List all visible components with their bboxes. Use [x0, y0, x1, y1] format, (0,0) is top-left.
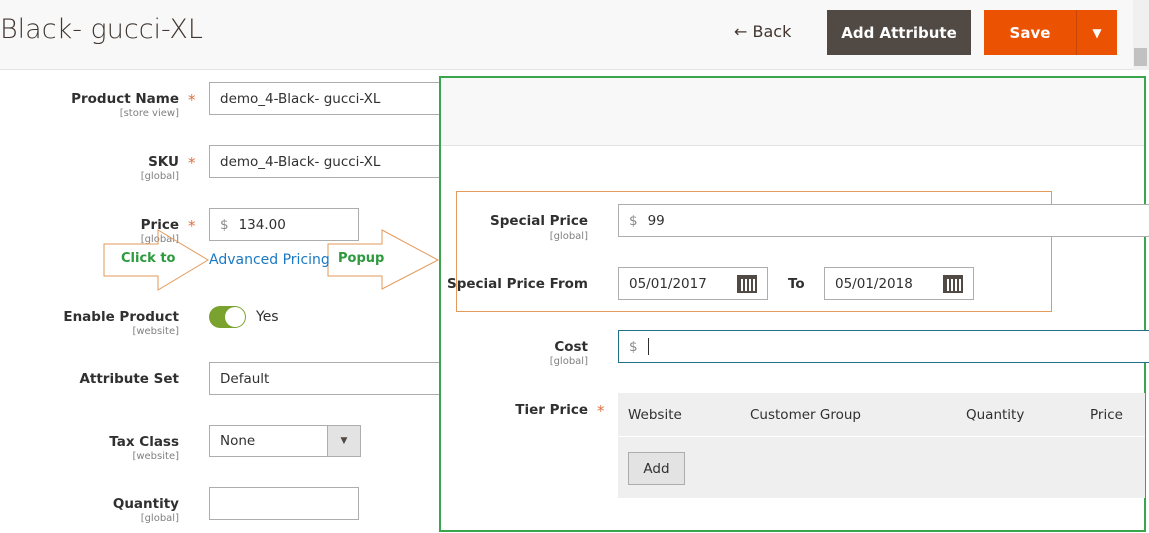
- text-cursor: [647, 338, 649, 355]
- product-name-label: Product Name: [71, 91, 179, 107]
- enable-product-label: Enable Product: [63, 309, 179, 325]
- quantity-input[interactable]: [209, 487, 359, 520]
- calendar-icon[interactable]: [737, 274, 757, 293]
- product-name-input[interactable]: demo_4-Black- gucci-XL: [209, 82, 439, 115]
- caret-down-icon: ▼: [327, 426, 360, 456]
- required-icon: *: [188, 91, 196, 109]
- tier-price-table: [618, 393, 1145, 498]
- required-icon: *: [188, 154, 196, 172]
- add-tier-price-button[interactable]: Add: [628, 452, 685, 485]
- sku-scope: [global]: [140, 171, 179, 182]
- click-to-arrow: [103, 229, 209, 291]
- advanced-pricing-popup-highlight: [439, 76, 1146, 532]
- special-price-label: Special Price: [490, 213, 588, 229]
- quantity-scope: [global]: [140, 513, 179, 524]
- back-button[interactable]: ← Back: [734, 22, 792, 41]
- special-price-scope: [global]: [549, 231, 588, 242]
- click-to-annotation: Click to: [121, 251, 176, 266]
- column-website: Website: [628, 407, 682, 423]
- advanced-pricing-link[interactable]: Advanced Pricing: [209, 252, 330, 268]
- tax-class-select[interactable]: None ▼: [209, 425, 361, 457]
- arrow-left-icon: ←: [734, 22, 748, 41]
- required-icon: *: [597, 402, 605, 420]
- sku-input[interactable]: demo_4-Black- gucci-XL: [209, 145, 439, 178]
- special-price-from-label: Special Price From: [446, 276, 588, 292]
- caret-down-icon: ▼: [1092, 25, 1102, 40]
- special-price-highlight: [456, 191, 1052, 312]
- save-button[interactable]: Save: [984, 10, 1076, 55]
- sku-label: SKU: [148, 154, 179, 170]
- price-scope: [global]: [140, 234, 179, 245]
- tax-class-label: Tax Class: [109, 434, 179, 450]
- column-customer-group: Customer Group: [750, 407, 861, 423]
- required-icon: *: [188, 217, 196, 235]
- enable-product-scope: [website]: [132, 326, 179, 337]
- page-title: Black- gucci-XL: [0, 14, 203, 45]
- toggle-knob: [225, 307, 245, 327]
- price-label: Price: [140, 217, 179, 233]
- calendar-icon[interactable]: [943, 274, 963, 293]
- to-label: To: [788, 276, 805, 292]
- quantity-label: Quantity: [112, 496, 179, 512]
- scrollbar-thumb[interactable]: [1134, 48, 1147, 66]
- popup-annotation: Popup: [338, 251, 385, 266]
- price-input[interactable]: $134.00: [209, 208, 359, 241]
- add-attribute-button[interactable]: Add Attribute: [827, 10, 971, 55]
- cost-input[interactable]: $: [618, 330, 1149, 363]
- tier-price-label: Tier Price: [515, 402, 588, 418]
- product-name-scope: [store view]: [119, 108, 179, 119]
- special-price-to-input[interactable]: 05/01/2018: [824, 267, 974, 300]
- tax-class-scope: [website]: [132, 451, 179, 462]
- enable-product-value: Yes: [256, 309, 279, 325]
- save-options-dropdown[interactable]: ▼: [1076, 10, 1117, 55]
- column-price: Price: [1090, 407, 1123, 423]
- attribute-set-label: Attribute Set: [79, 371, 179, 387]
- tier-price-header: Website Customer Group Quantity Price: [618, 393, 1145, 437]
- cost-label: Cost: [554, 339, 588, 355]
- popup-arrow: [327, 229, 440, 290]
- column-quantity: Quantity: [966, 407, 1025, 423]
- special-price-input[interactable]: $99: [618, 204, 1149, 237]
- cost-scope: [global]: [549, 356, 588, 367]
- annotation-arrows: [103, 229, 440, 291]
- special-price-from-input[interactable]: 05/01/2017: [618, 267, 768, 300]
- advanced-pricing-modal-header: [441, 78, 1145, 146]
- attribute-set-select[interactable]: Default: [209, 362, 439, 395]
